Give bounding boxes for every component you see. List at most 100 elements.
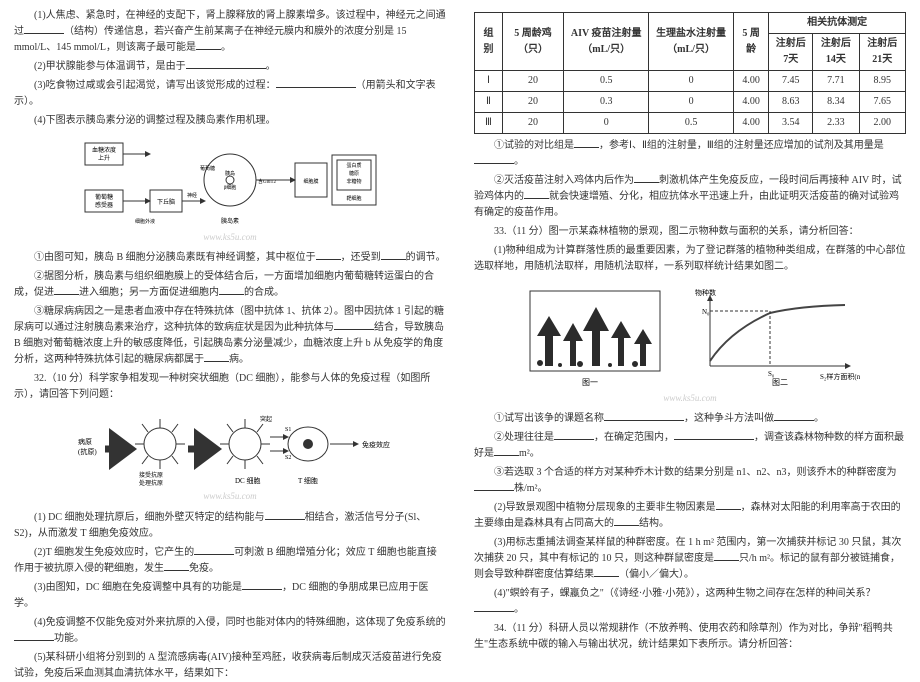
q1c-text: 。	[221, 42, 231, 53]
q7c-text: 病。	[229, 354, 249, 365]
q9-text: (2)T 细胞发生免疫效应时，它产生的	[34, 547, 194, 558]
cell: 4.00	[733, 92, 768, 113]
blank-5a	[316, 259, 341, 260]
th-chick: 5 周龄鸡（只）	[502, 13, 563, 71]
q6b-text: 进入细胞；另一方面促进细胞内	[79, 287, 219, 298]
cell: 20	[502, 92, 563, 113]
blank-t1a	[574, 147, 599, 148]
cell: 0	[564, 113, 649, 134]
svg-text:细胞膜: 细胞膜	[303, 178, 318, 185]
q6c-text: 的合成。	[244, 287, 284, 298]
q10-text: (3)由图知，DC 细胞在免疫调整中具有的功能是	[34, 582, 242, 593]
blank-1b	[196, 49, 221, 50]
table-row: Ⅰ200.504.007.457.718.95	[475, 71, 906, 92]
blank-6b	[219, 294, 244, 295]
t7-text: (2)导致景观图中植物分层现象的主要非生物因素是	[494, 502, 716, 513]
t1-text: ①试验的对比组是	[494, 140, 574, 151]
t3-text: (1)物种组成为计算群落性质的最重要因素，为了登记群落的植物种类组成，在群落的中…	[474, 245, 906, 272]
cell: 8.95	[859, 71, 905, 92]
q9c-text: 免疫。	[189, 563, 219, 574]
blank-t5c	[494, 455, 519, 456]
blank-t4a	[604, 420, 684, 421]
blank-t2b	[524, 198, 549, 199]
cell: 7.71	[813, 71, 859, 92]
svg-text:突起: 突起	[260, 415, 272, 423]
q5-text: ①由图可知，胰岛 B 细胞分泌胰岛素既有神经调整，其中枢位于	[34, 252, 316, 263]
t4-text: ①试写出该争的课题名称	[494, 413, 604, 424]
blank-t7b	[614, 525, 639, 526]
fig3-caption-right: 图二	[772, 378, 788, 387]
t1b-text: ，参考Ⅰ、Ⅱ组的注射量，Ⅲ组的注射量还应增加的试剂及其用量是	[599, 140, 884, 151]
svg-text:胰岛: 胰岛	[225, 170, 235, 177]
cell: 2.33	[813, 113, 859, 134]
th-age: 5 周龄	[733, 13, 768, 71]
blank-10	[242, 589, 282, 590]
q5c-text: 的调节。	[406, 252, 446, 263]
svg-text:T 细胞: T 细胞	[298, 476, 318, 485]
svg-text:下丘脑: 下丘脑	[157, 198, 175, 206]
blank-3	[276, 87, 356, 88]
svg-text:细胞外液: 细胞外液	[135, 218, 155, 225]
svg-text:物种数: 物种数	[695, 288, 716, 297]
t4c-text: 。	[814, 413, 824, 424]
svg-text:靶细胞: 靶细胞	[346, 195, 361, 202]
cell: 3.54	[769, 113, 813, 134]
blank-t8b	[594, 576, 619, 577]
table-row: Ⅲ2000.54.003.542.332.00	[475, 113, 906, 134]
fig3-caption-left: 图一	[582, 378, 598, 387]
th-antibody: 相关抗体测定	[769, 13, 906, 34]
svg-text:感受器: 感受器	[95, 201, 113, 209]
blank-t4b	[774, 420, 814, 421]
svg-text:葡萄糖: 葡萄糖	[200, 165, 215, 172]
blank-11	[14, 640, 54, 641]
t4b-text: ，这种争斗方法叫做	[684, 413, 774, 424]
q2b-text: 。	[266, 61, 276, 72]
t6b-text: 株/m²。	[514, 483, 548, 494]
svg-text:蛋白质: 蛋白质	[346, 162, 361, 169]
q4-text: (4)下图表示胰岛素分泌的调整过程及胰岛素作用机理。	[34, 115, 276, 126]
cell: 20	[502, 71, 563, 92]
t9b-text: 。	[514, 604, 524, 615]
svg-text:血糖浓度: 血糖浓度	[92, 146, 116, 154]
cell: 0	[649, 92, 734, 113]
t7c-text: 结构。	[639, 518, 669, 529]
cell: 2.00	[859, 113, 905, 134]
svg-text:(抗原): (抗原)	[78, 447, 97, 456]
q8-text: (1) DC 细胞处理抗原后，细胞外壁灭特定的结构能与	[34, 512, 265, 523]
figure-1: 血糖浓度上升 葡萄糖感受器 下丘脑 神经 胰岛β细胞 葡萄糖 含GluT2 细胞…	[14, 135, 446, 244]
watermark-2: www.ks5u.com	[14, 489, 446, 503]
svg-text:处理抗原: 处理抗原	[139, 479, 163, 487]
t9-text: (4)"螟蛉有子，蜾蠃负之"（《诗经·小雅·小苑》），这两种生物之间存在怎样的种…	[494, 588, 875, 599]
blank-8	[265, 519, 305, 520]
blank-t7a	[716, 509, 741, 510]
blank-t6	[474, 490, 514, 491]
aiv-table: 组别 5 周龄鸡（只） AIV 疫苗注射量（mL/只） 生理盐水注射量（mL/只…	[474, 12, 906, 134]
svg-text:S₀: S₀	[768, 370, 775, 378]
blank-6a	[54, 294, 79, 295]
blank-t2a	[634, 182, 659, 183]
svg-text:葡萄糖: 葡萄糖	[95, 193, 113, 201]
blank-t5a	[554, 439, 594, 440]
t8c-text: （偏小／偏大）。	[619, 569, 694, 580]
table-row: Ⅱ200.304.008.638.347.65	[475, 92, 906, 113]
cell: 4.00	[733, 71, 768, 92]
t5-text: ②处理往往是	[494, 432, 554, 443]
svg-text:免疫效应: 免疫效应	[362, 440, 390, 449]
svg-text:S1: S1	[285, 427, 291, 433]
blank-7b	[204, 361, 229, 362]
watermark-3: www.ks5u.com	[474, 391, 906, 405]
q11b-text: 功能。	[54, 633, 84, 644]
t2c-text: 就会快速增殖、分化，相应抗体水平迅速上升，由此证明灭活疫苗的确对试验鸡有确定的疫…	[474, 191, 899, 218]
cell: 0.5	[564, 71, 649, 92]
blank-2	[186, 68, 266, 69]
q5b-text: ，还受到	[341, 252, 381, 263]
cell: 7.45	[769, 71, 813, 92]
blank-5b	[381, 259, 406, 260]
figure-2: 病原(抗原) 接受抗原处理抗原 DC 细胞 突起 S1S2 T 细胞 免疫效应 …	[14, 409, 446, 503]
t2-text: ②灭活疫苗注射入鸡体内后作为	[494, 175, 634, 186]
q2-text: (2)甲状腺能参与体温调节，是由于	[34, 61, 186, 72]
q33-label: 33.（11 分）图一示某森林植物的景观，图二示物种数与面积的关系，请分析回答：	[494, 226, 859, 237]
svg-text:接受抗原: 接受抗原	[139, 471, 163, 479]
t5d-text: m²。	[519, 448, 540, 459]
t6-text: ③若选取 3 个合适的样方对某种乔木计数的结果分别是 n1、n2、n3，则该乔木…	[494, 467, 897, 478]
